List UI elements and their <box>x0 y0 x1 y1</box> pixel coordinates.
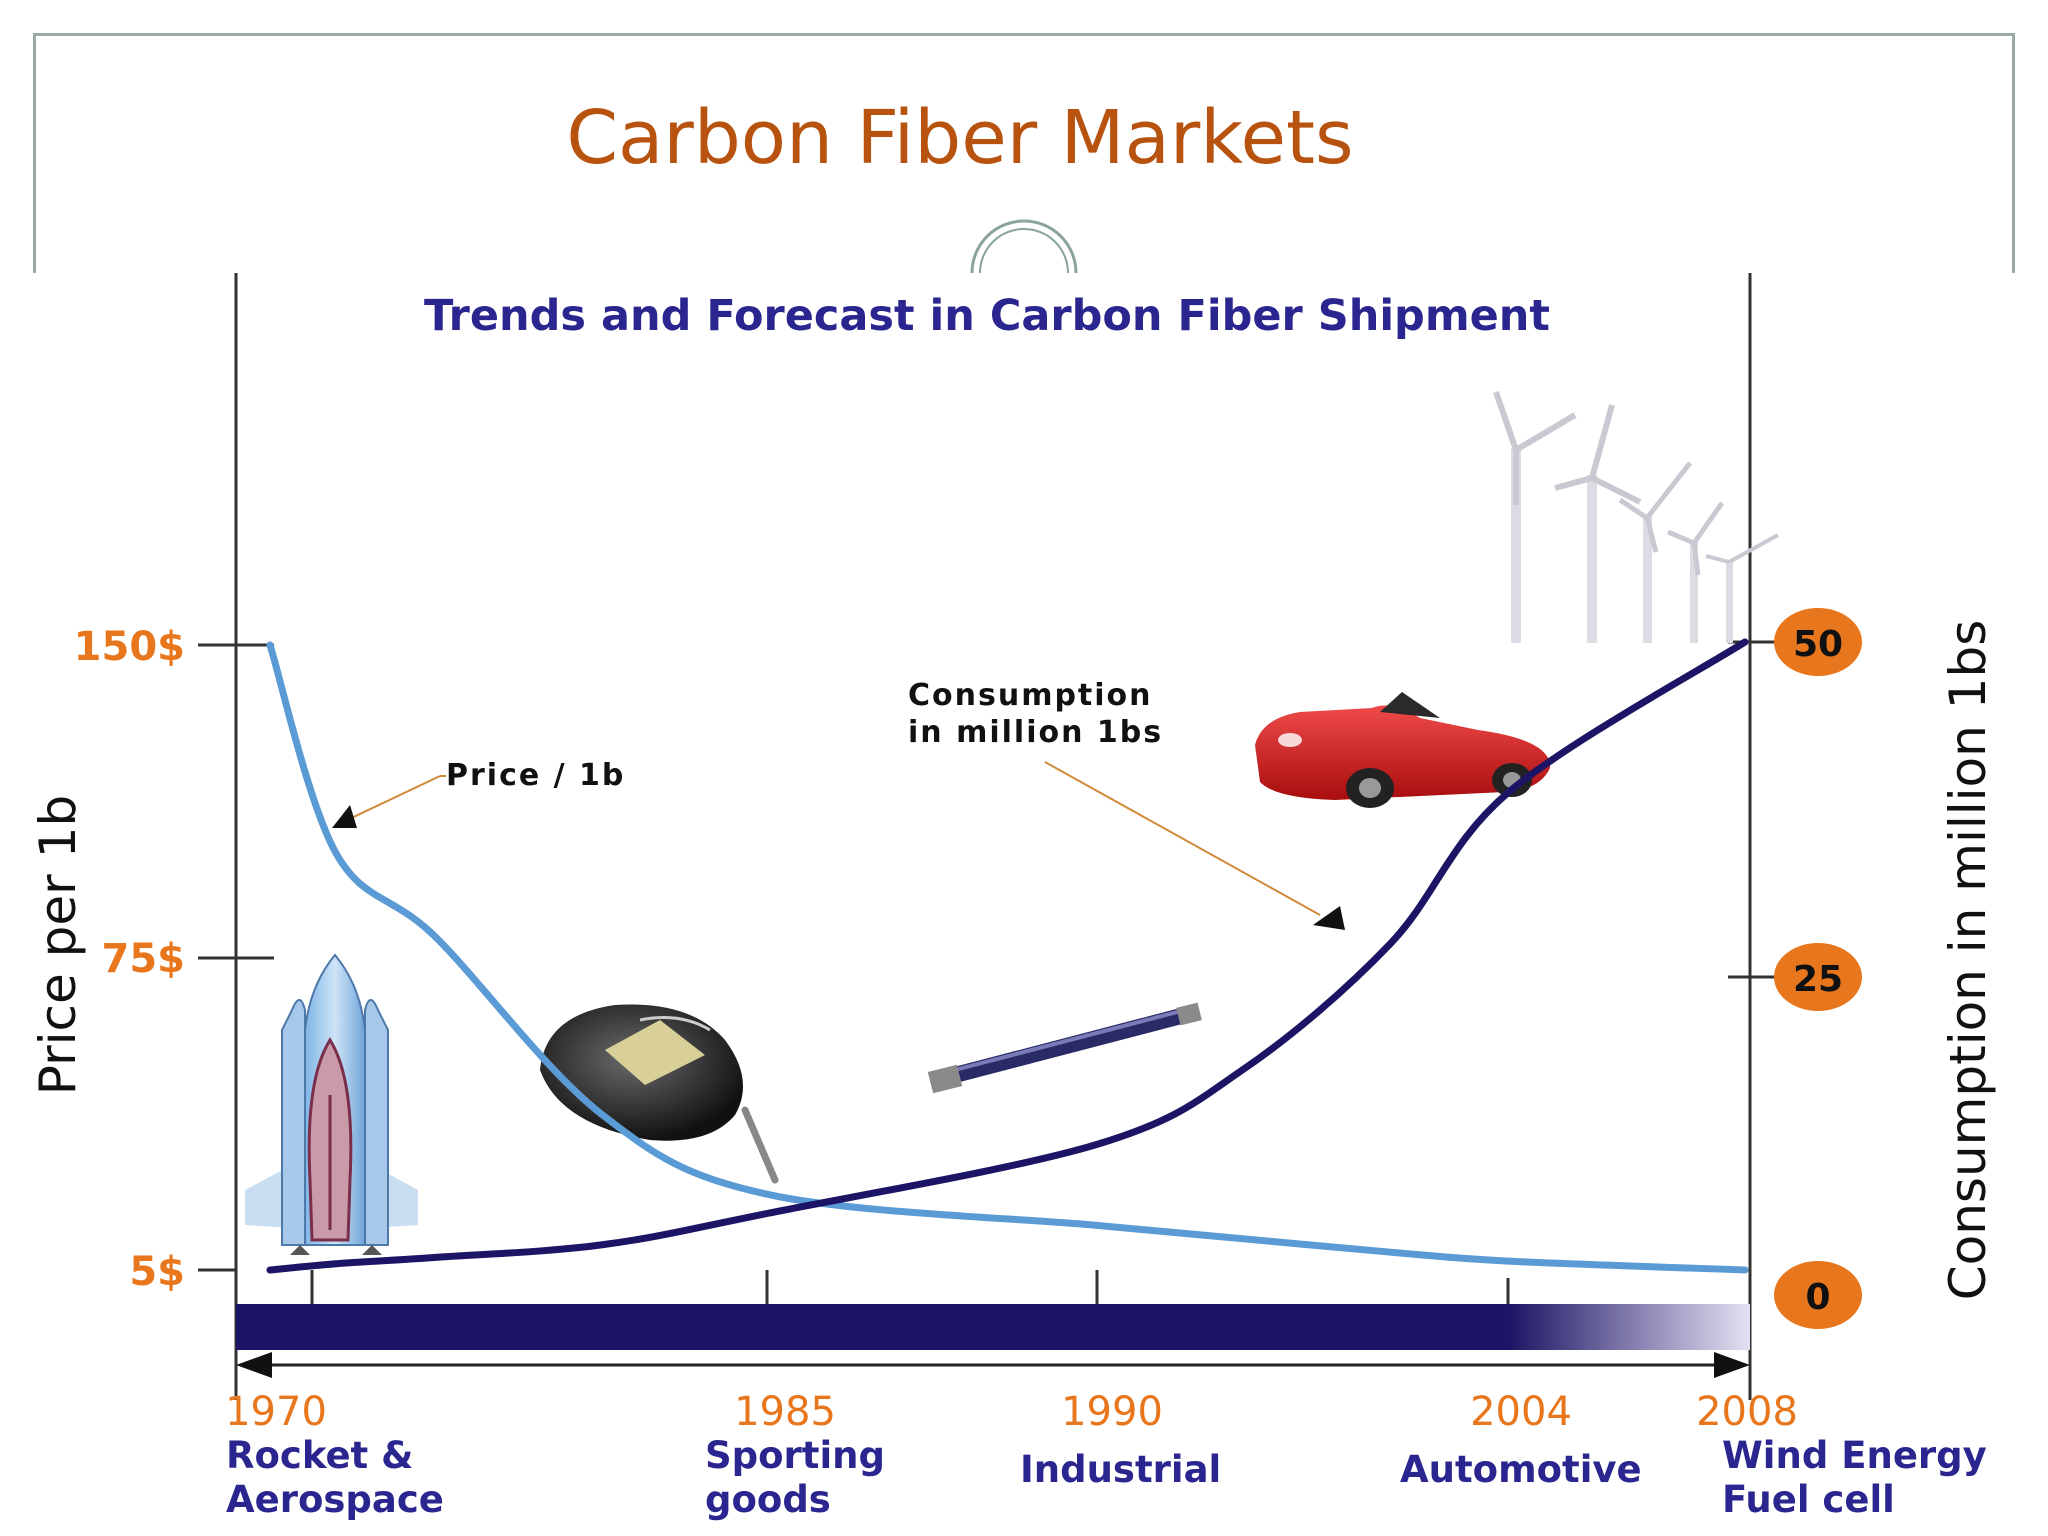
left-tick-label-75: 75$ <box>102 936 186 982</box>
price-series-line <box>266 641 1749 1274</box>
x-tick-label-1990: 1990 <box>1061 1389 1163 1435</box>
right-tick-badge-50: 50 <box>1774 608 1862 676</box>
sports-car-icon <box>1255 692 1551 808</box>
left-tick-label-5: 5$ <box>129 1249 185 1295</box>
timeline-band <box>236 1304 1750 1350</box>
frame-right-border <box>2012 33 2015 273</box>
wind-turbine-icon <box>1493 391 1779 643</box>
right-tick-badge-0: 0 <box>1774 1261 1862 1329</box>
consumption-series-line <box>266 638 1749 1274</box>
right-tick-badge-25: 25 <box>1774 943 1862 1011</box>
consumption-annotation-line2: in million 1bs <box>908 715 1163 750</box>
price-annotation: Price / 1b <box>332 758 625 828</box>
x-tick-label-1970: 1970 <box>225 1389 327 1435</box>
consumption-annotation: Consumption in million 1bs <box>908 678 1345 930</box>
right-axis-label: Consumption in million 1bs <box>1939 620 1997 1301</box>
consumption-annotation-line1: Consumption <box>908 678 1153 713</box>
price-annotation-label: Price / 1b <box>446 758 625 793</box>
category-label-industrial: Industrial <box>1020 1448 1221 1491</box>
category-label-sporting-goods: Sporting goods <box>705 1434 885 1521</box>
category-label-automotive: Automotive <box>1400 1448 1642 1491</box>
drive-shaft-icon <box>927 1002 1202 1094</box>
x-tick-label-2004: 2004 <box>1470 1389 1572 1435</box>
frame-left-border <box>33 33 36 273</box>
frame-top-border <box>33 33 2015 36</box>
slide-title: Carbon Fiber Markets <box>566 95 1354 181</box>
category-label-wind-energy-fuel-cell: Wind Energy Fuel cell <box>1722 1434 1987 1521</box>
right-tick-label-25: 25 <box>1793 959 1843 1000</box>
title-ornament <box>970 219 1078 274</box>
right-tick-label-0: 0 <box>1805 1277 1830 1318</box>
x-tick-label-1985: 1985 <box>734 1389 836 1435</box>
left-tick-label-150: 150$ <box>74 624 185 670</box>
category-label-rocket-aerospace: Rocket & Aerospace <box>226 1434 444 1521</box>
chart-title: Trends and Forecast in Carbon Fiber Ship… <box>424 291 1550 341</box>
x-tick-label-2008: 2008 <box>1696 1389 1798 1435</box>
rocket-icon <box>245 953 418 1255</box>
series-layer <box>266 638 1749 1274</box>
timeline-arrow-right <box>1714 1352 1750 1378</box>
right-tick-label-50: 50 <box>1793 624 1843 665</box>
timeline-arrow-left <box>236 1352 272 1378</box>
left-axis-label: Price per 1b <box>29 795 87 1095</box>
